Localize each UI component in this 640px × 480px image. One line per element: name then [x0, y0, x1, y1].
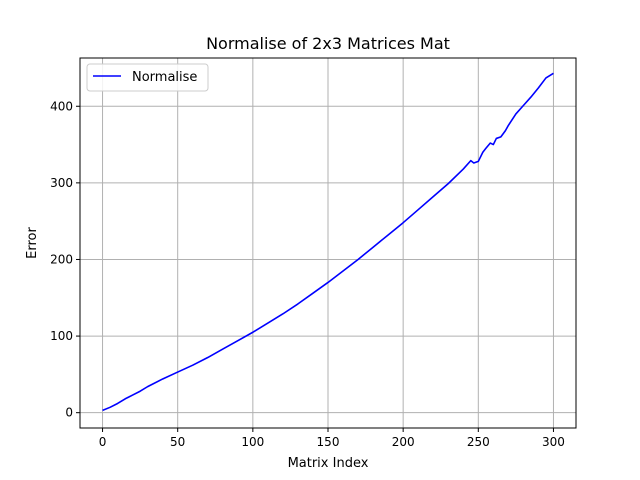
- grid: [80, 58, 576, 428]
- x-tick-label: 100: [241, 435, 264, 449]
- y-axis-label: Error: [25, 227, 40, 259]
- legend-label-normalise: Normalise: [132, 70, 197, 85]
- x-axis-label: Matrix Index: [288, 456, 369, 471]
- chart-title: Normalise of 2x3 Matrices Mat: [206, 34, 450, 53]
- y-tick-label: 300: [50, 176, 73, 190]
- x-tick-label: 250: [467, 435, 490, 449]
- x-tick-label: 0: [99, 435, 107, 449]
- axis-ticks: 0 50 100 150 200 250 300 0 100 200 300 400: [50, 99, 565, 449]
- x-tick-label: 200: [392, 435, 415, 449]
- x-tick-label: 50: [170, 435, 185, 449]
- x-tick-label: 150: [317, 435, 340, 449]
- series-lines: [102, 72, 554, 412]
- x-tick-label: 300: [542, 435, 565, 449]
- y-tick-label: 100: [50, 329, 73, 343]
- y-tick-label: 0: [65, 406, 73, 420]
- y-tick-label: 400: [50, 99, 73, 113]
- legend-box: [86, 63, 209, 92]
- legend: Normalise: [86, 63, 209, 92]
- series-line-normalise: [102, 72, 554, 412]
- y-tick-label: 200: [50, 252, 73, 266]
